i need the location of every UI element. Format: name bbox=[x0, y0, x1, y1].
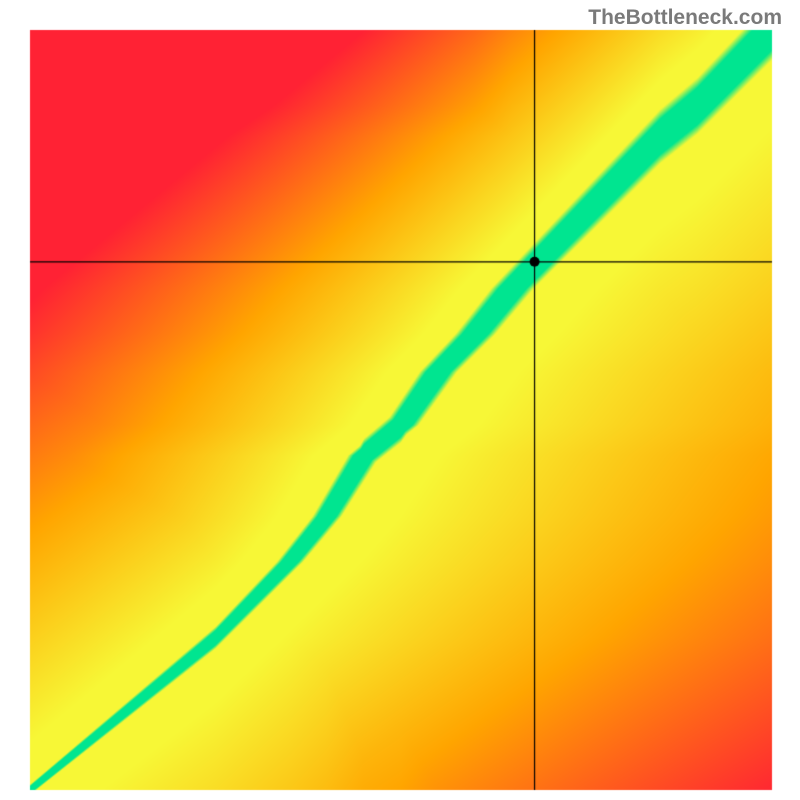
watermark-text: TheBottleneck.com bbox=[588, 6, 782, 30]
chart-container: TheBottleneck.com bbox=[0, 0, 800, 800]
bottleneck-heatmap bbox=[0, 0, 800, 800]
